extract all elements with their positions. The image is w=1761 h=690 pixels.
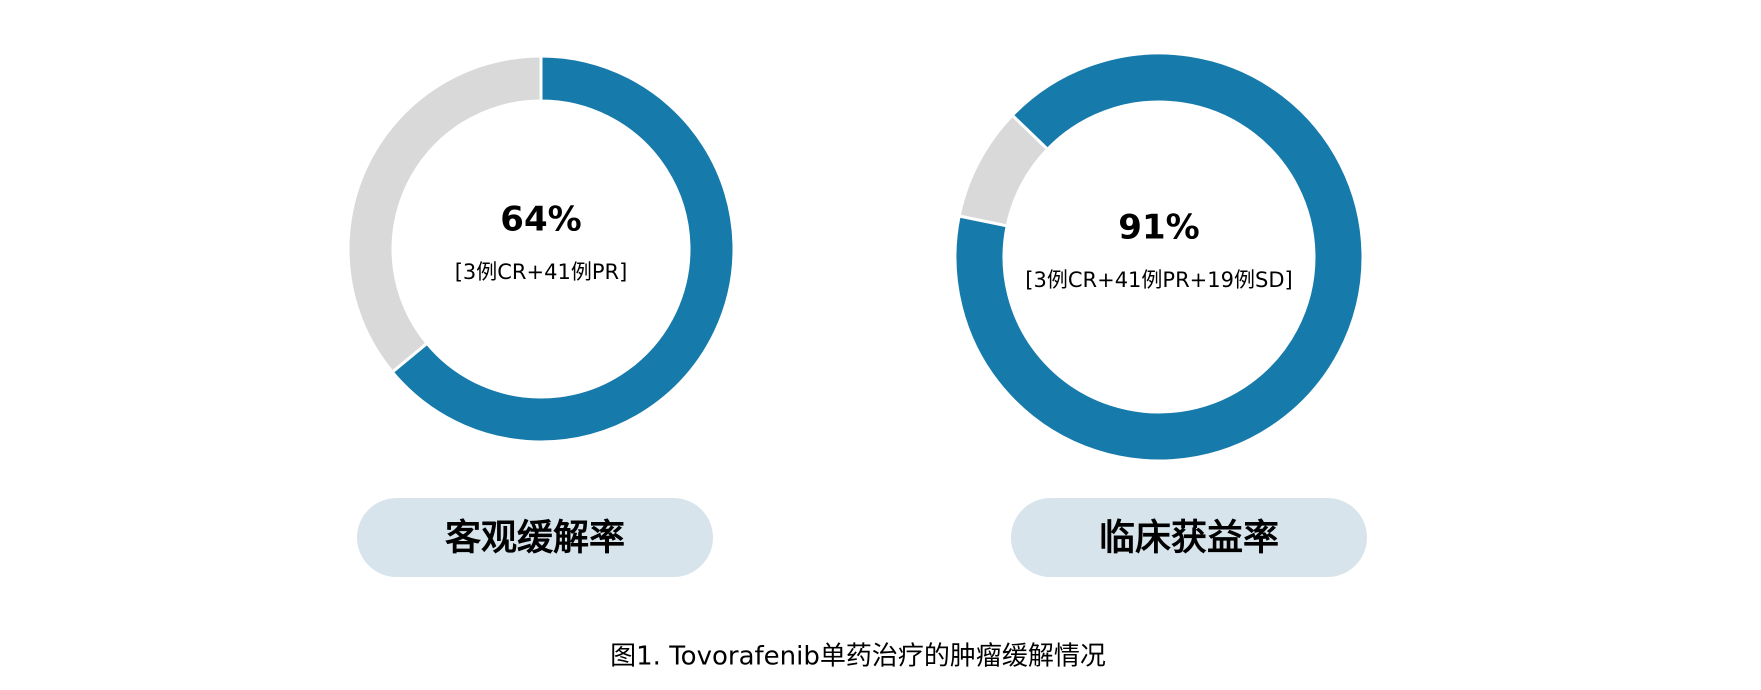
donut-slice [346, 54, 543, 375]
chart-title: 临床获益率 [1099, 518, 1279, 559]
value-label: 91% [1118, 208, 1199, 248]
chart-title: 客观缓解率 [445, 518, 625, 559]
caption: 图1. Tovorafenib单药治疗的肿瘤缓解情况 [610, 642, 1106, 672]
value-label: 64% [500, 200, 581, 240]
donut-slice [953, 51, 1365, 463]
donut-slice [957, 113, 1050, 228]
title-pill [357, 498, 713, 577]
title-pill [1011, 498, 1367, 577]
subtitle: [3例CR+41例PR+19例SD] [1025, 268, 1292, 292]
donut-slice [390, 54, 736, 444]
subtitle: [3例CR+41例PR] [455, 260, 628, 284]
